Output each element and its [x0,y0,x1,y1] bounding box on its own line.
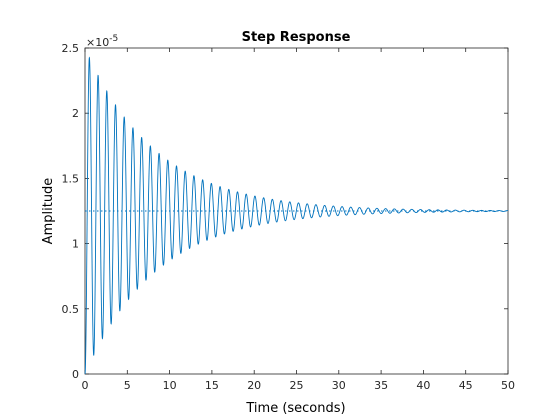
y-axis-label: Amplitude [41,178,56,245]
y-tick-label: 1.5 [62,172,80,185]
x-tick-label: 25 [290,379,304,392]
x-tick-label: 0 [82,379,89,392]
y-tick-label: 2 [72,107,79,120]
x-tick-label: 5 [124,379,131,392]
x-tick-label: 30 [332,379,346,392]
x-tick-label: 20 [247,379,261,392]
x-ticks: 0 5 10 15 20 25 30 35 40 45 50 [82,48,515,392]
y-exponent-label: ×10-5 [86,34,118,49]
x-tick-label: 15 [205,379,219,392]
x-tick-label: 50 [501,379,515,392]
y-tick-label: 1 [72,238,79,251]
x-tick-label: 35 [374,379,388,392]
y-tick-label: 2.5 [62,42,80,55]
step-response-line [84,56,509,375]
x-tick-label: 40 [416,379,430,392]
x-tick-label: 45 [459,379,473,392]
y-tick-label: 0.5 [62,303,80,316]
x-tick-label: 10 [163,379,177,392]
y-ticks: 0 0.5 1 1.5 2 2.5 [62,42,508,381]
x-axis-label: Time (seconds) [245,401,345,416]
plot-area: 0 5 10 15 20 25 30 35 40 45 50 0 0.5 1 1.5 2 2.5 [62,42,516,392]
chart-title: Step Response [242,30,351,45]
y-tick-label: 0 [72,368,79,381]
y-exponent-power: -5 [109,34,118,44]
y-exponent-base: ×10 [86,36,109,49]
